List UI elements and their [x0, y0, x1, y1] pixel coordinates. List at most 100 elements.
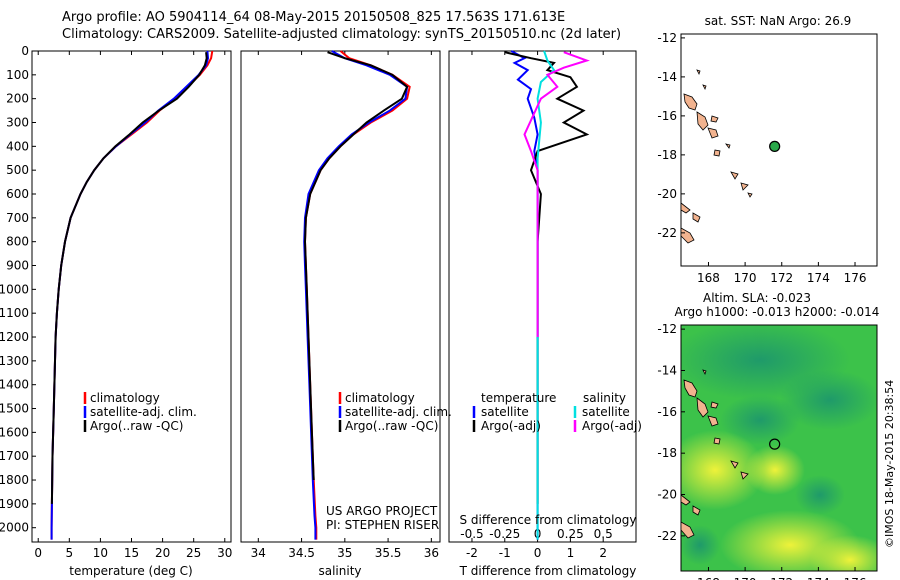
figure-title-line1: Argo profile: AO 5904114_64 08-May-2015 … — [62, 10, 566, 25]
y-tick-label: 100 — [6, 68, 29, 82]
salinity-frame — [240, 50, 441, 543]
x-tick-label: 0 — [534, 546, 542, 560]
sst-map-frame — [680, 33, 878, 267]
argo-float-marker — [769, 140, 781, 152]
y-tick-label: 1300 — [0, 354, 29, 368]
y-tick-label: 1500 — [0, 402, 29, 416]
x-tick-label: 10 — [93, 546, 108, 560]
series-line-argo — [303, 51, 409, 481]
x-tick-label: 176 — [844, 271, 867, 285]
y-tick-label: 1000 — [0, 282, 29, 296]
legend-label-climatology: climatology — [345, 391, 415, 405]
island-new-caledonia-s — [680, 227, 695, 244]
y-tick-label: 500 — [6, 163, 29, 177]
legend-label-argo: Argo(..raw -QC) — [90, 419, 183, 433]
sla-high-west — [681, 430, 765, 510]
island-espiritu-santo — [683, 93, 698, 111]
sla-high-se — [810, 535, 877, 571]
sla-low-east — [780, 370, 877, 430]
x-tick-label: 36 — [424, 546, 439, 560]
island-small-1 — [692, 505, 701, 516]
island-ambrym — [710, 401, 719, 409]
y-tick-label: -14 — [657, 363, 677, 377]
island-espiritu-santo — [683, 379, 698, 398]
x-tick-label: 5 — [65, 546, 73, 560]
sla-low-center — [720, 395, 800, 445]
y-tick-label: 1400 — [0, 378, 29, 392]
salinity-legend: climatology satellite-adj. clim. Argo(..… — [338, 391, 452, 433]
sla-map-xticks: 168 170 172 174 176 — [697, 567, 866, 580]
s-tick-label: -0.5 — [460, 527, 483, 541]
island-small-1 — [692, 212, 701, 223]
island-loyalty-1 — [730, 171, 739, 180]
island-small-2 — [702, 369, 707, 376]
y-tick-label: -12 — [657, 322, 677, 336]
legend-label-satellite: satellite-adj. clim. — [345, 405, 452, 419]
island-new-caledonia-n — [680, 202, 691, 214]
temperature-xlabel: temperature (deg C) — [69, 564, 192, 578]
copyright-timestamp: ©IMOS 18-May-2015 20:38:54 — [883, 379, 896, 548]
x-tick-label: 170 — [734, 271, 757, 285]
x-tick-label: 172 — [770, 576, 793, 580]
legend-title-salinity: salinity — [583, 391, 626, 405]
y-tick-label: -14 — [657, 70, 677, 84]
difference-frame — [448, 50, 637, 543]
legend-title-temperature: temperature — [481, 391, 556, 405]
island-loyalty-2 — [740, 182, 749, 191]
x-tick-label: 170 — [734, 576, 757, 580]
y-tick-label: 200 — [6, 92, 29, 106]
difference-lines — [504, 50, 590, 540]
island-efate — [707, 127, 719, 139]
legend-label-t-satellite: satellite — [481, 405, 529, 419]
island-tanna — [713, 437, 721, 445]
y-tick-label: 1900 — [0, 497, 29, 511]
island-small-5 — [747, 192, 753, 198]
x-tick-label: 35.5 — [375, 546, 402, 560]
island-malakula — [696, 111, 709, 131]
s-tick-label: -0.25 — [489, 527, 520, 541]
temperature-lines — [50, 50, 214, 540]
sla-map-panel: Altim. SLA: -0.023 Argo h1000: -0.013 h2… — [657, 291, 879, 580]
island-new-caledonia-s — [680, 521, 695, 539]
y-tick-label: 2000 — [0, 521, 29, 535]
y-tick-label: -20 — [657, 187, 677, 201]
temperature-panel: 0 5 10 15 20 25 30 0 100 200 300 400 500 600 700 800 90… — [0, 44, 232, 578]
y-tick-label: 1600 — [0, 425, 29, 439]
y-tick-label: 800 — [6, 235, 29, 249]
x-tick-label: 2 — [599, 546, 607, 560]
difference-panel: -2 -1 0 1 2 -0.5 -0.25 0 0.25 0.5 S difference f… — [448, 50, 637, 578]
y-tick-label: 1100 — [0, 306, 29, 320]
series-line-sal_argo — [523, 51, 590, 337]
y-tick-label: -22 — [657, 226, 677, 240]
legend-label-satellite: satellite-adj. clim. — [90, 405, 197, 419]
x-tick-label: 1 — [567, 546, 575, 560]
sla-high-mid — [745, 445, 805, 495]
temperature-legend: climatology satellite-adj. clim. Argo(..… — [83, 391, 197, 433]
t-difference-label: T difference from climatology — [459, 564, 637, 578]
x-tick-label: 172 — [770, 271, 793, 285]
legend-label-s-satellite: satellite — [582, 405, 630, 419]
y-tick-label: 1200 — [0, 330, 29, 344]
y-tick-label: 700 — [6, 211, 29, 225]
island-small-4 — [725, 143, 731, 149]
difference-xticks: -2 -1 0 1 2 — [466, 51, 607, 560]
argo-float-marker — [769, 438, 781, 450]
y-tick-label: -16 — [657, 109, 677, 123]
x-tick-label: 174 — [807, 271, 830, 285]
difference-legend: temperature satellite Argo(-adj) salinit… — [472, 391, 642, 433]
y-tick-label: 900 — [6, 259, 29, 273]
y-tick-label: 400 — [6, 139, 29, 153]
sla-map-land — [680, 369, 749, 539]
depth-yticks: 0 100 200 300 400 500 600 700 800 900 1000 1100 1200… — [0, 44, 36, 535]
x-tick-label: 0 — [34, 546, 42, 560]
sla-map-points — [769, 438, 781, 450]
project-line2: PI: STEPHEN RISER — [326, 518, 439, 532]
x-tick-label: -1 — [499, 546, 511, 560]
y-tick-label: -22 — [657, 529, 677, 543]
island-new-caledonia-n — [680, 494, 691, 506]
x-tick-label: 15 — [124, 546, 139, 560]
salinity-xlabel: salinity — [318, 564, 361, 578]
x-tick-label: 174 — [807, 576, 830, 580]
sst-map-points — [769, 140, 781, 152]
x-tick-label: 25 — [186, 546, 201, 560]
